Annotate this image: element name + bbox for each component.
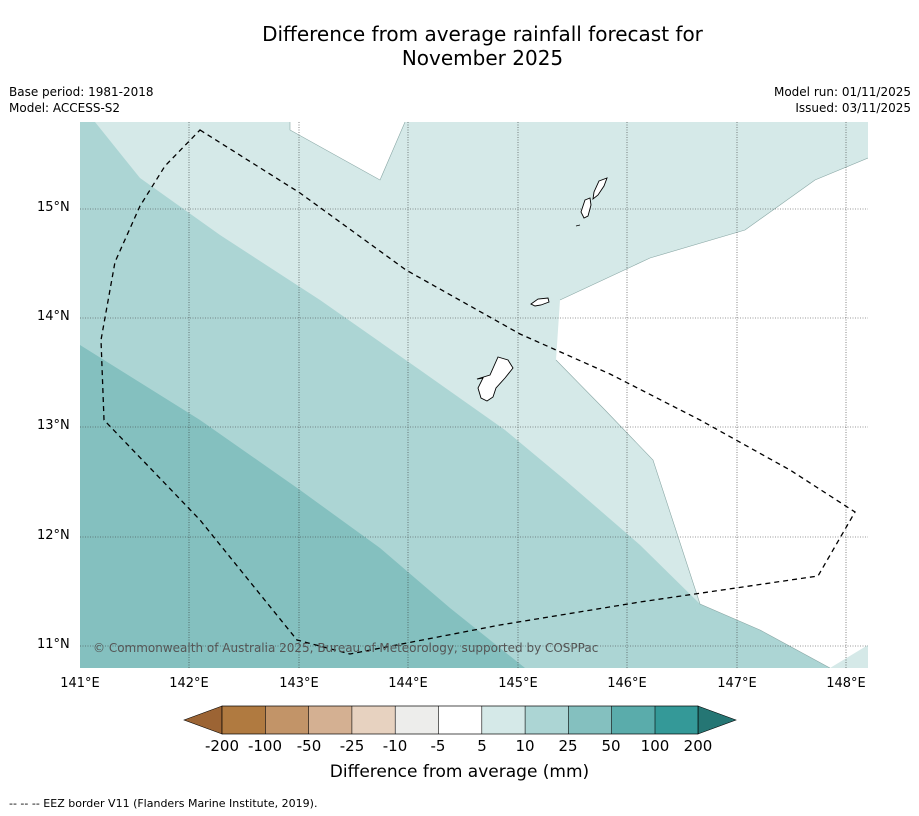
- guam-island: [476, 356, 514, 402]
- lat-label-15n: 15°N: [37, 200, 70, 215]
- colorbar-tick: -10: [382, 737, 408, 755]
- chart-title: Difference from average rainfall forecas…: [0, 22, 919, 70]
- colorbar-title: Difference from average (mm): [329, 762, 590, 782]
- base-period: Base period: 1981-2018: [9, 85, 154, 99]
- meta-left: Base period: 1981-2018 Model: ACCESS-S2: [9, 84, 154, 116]
- colorbar-swatch: [265, 706, 309, 734]
- lon-label-148e: 148°E: [826, 676, 866, 691]
- issued-date: Issued: 03/11/2025: [795, 101, 911, 115]
- model-run: Model run: 01/11/2025: [773, 85, 911, 99]
- islands: [476, 177, 608, 402]
- colorbar-tick: -200: [204, 737, 240, 755]
- colorbar-tick: 25: [558, 737, 578, 755]
- colorbar-swatch: [438, 706, 482, 734]
- title-line-1: Difference from average rainfall forecas…: [262, 22, 703, 46]
- colorbar-tick: -100: [247, 737, 283, 755]
- colorbar: [183, 705, 737, 735]
- rainfall-band-25-50: [80, 345, 525, 668]
- colorbar-swatch: [395, 706, 439, 734]
- graticule: [80, 122, 868, 668]
- colorbar-tick: 100: [640, 737, 670, 755]
- aguijan-island: [575, 224, 581, 227]
- lon-label-143e: 143°E: [279, 676, 319, 691]
- colorbar-swatch: [611, 706, 655, 734]
- lon-label-147e: 147°E: [717, 676, 757, 691]
- rainfall-band-near-average: [556, 158, 868, 668]
- colorbar-swatch: [655, 706, 698, 734]
- colorbar-swatch: [308, 706, 352, 734]
- colorbar-swatch: [481, 706, 526, 734]
- model-name: Model: ACCESS-S2: [9, 101, 121, 115]
- colorbar-swatch: [351, 706, 396, 734]
- colorbar-tick: -25: [339, 737, 365, 755]
- colorbar-swatch: [568, 706, 612, 734]
- colorbar-swatch: [222, 706, 266, 734]
- lon-label-145e: 145°E: [498, 676, 538, 691]
- copyright-notice: © Commonwealth of Australia 2025, Bureau…: [93, 641, 599, 655]
- colorbar-swatch: [525, 706, 569, 734]
- colorbar-tick: -50: [296, 737, 322, 755]
- colorbar-tick: 10: [515, 737, 535, 755]
- rota-island: [530, 297, 550, 307]
- lat-label-11n: 11°N: [37, 637, 70, 652]
- eez-border: [100, 129, 856, 655]
- lon-label-146e: 146°E: [607, 676, 647, 691]
- saipan-island: [592, 177, 608, 201]
- rainfall-band-near-average-north: [290, 122, 405, 180]
- colorbar-tick: 200: [683, 737, 713, 755]
- tinian-island: [580, 197, 592, 219]
- colorbar-tick: 50: [601, 737, 621, 755]
- meta-right: Model run: 01/11/2025 Issued: 03/11/2025: [774, 84, 911, 116]
- lon-label-144e: 144°E: [388, 676, 428, 691]
- lat-label-14n: 14°N: [37, 309, 70, 324]
- lon-label-142e: 142°E: [169, 676, 209, 691]
- lat-label-12n: 12°N: [37, 528, 70, 543]
- colorbar-tick: 5: [477, 737, 487, 755]
- eez-footnote: -- -- -- EEZ border V11 (Flanders Marine…: [9, 797, 318, 810]
- lon-label-141e: 141°E: [60, 676, 100, 691]
- colorbar-extend-high: [697, 705, 737, 735]
- lat-label-13n: 13°N: [37, 418, 70, 433]
- colorbar-tick: -5: [430, 737, 446, 755]
- colorbar-extend-low: [183, 705, 223, 735]
- title-line-2: November 2025: [401, 46, 564, 70]
